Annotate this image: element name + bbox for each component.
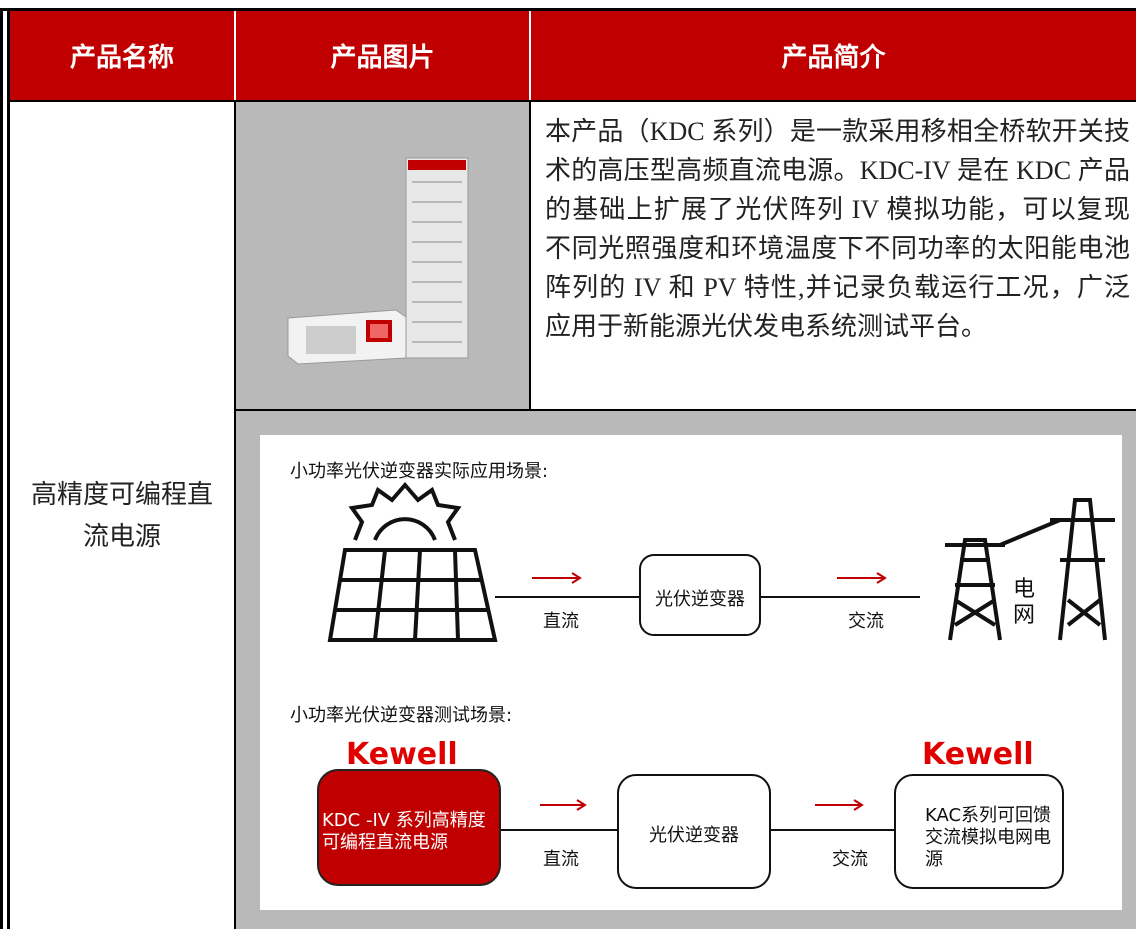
- product-name: 高精度可编程直流电源: [30, 479, 213, 551]
- border: [10, 100, 1136, 102]
- border: [529, 100, 531, 410]
- box-label: KAC系列可回馈交流模拟电网电源: [925, 805, 1052, 870]
- product-illustration: [287, 157, 469, 365]
- border: [236, 409, 1136, 411]
- flow-label: 直流: [543, 849, 579, 870]
- box-label: KDC -IV 系列高精度可编程直流电源: [322, 810, 486, 853]
- border: [0, 8, 1136, 11]
- box-label: 光伏逆变器: [655, 589, 745, 610]
- header-cell: 产品简介: [531, 11, 1136, 100]
- header-text: 产品简介: [781, 43, 886, 73]
- product-image: [236, 102, 529, 409]
- diagram-title: 小功率光伏逆变器实际应用场景:: [290, 461, 549, 482]
- grid-label: 电: [1013, 577, 1036, 602]
- flow-label: 交流: [832, 849, 868, 870]
- header-text: 产品图片: [330, 43, 435, 73]
- diagram-title: 小功率光伏逆变器测试场景:: [290, 705, 513, 726]
- diagram: 小功率光伏逆变器实际应用场景: 直流 光伏逆变器 交流 电 网 小功率光伏逆变器…: [260, 435, 1122, 910]
- brand-logo: Kewell: [922, 737, 1034, 772]
- header-text: 产品名称: [69, 43, 174, 73]
- border: [0, 8, 3, 929]
- header-cell: 产品图片: [236, 11, 529, 100]
- header-cell: 产品名称: [10, 11, 234, 100]
- grid-label: 网: [1013, 603, 1036, 628]
- box-label: 光伏逆变器: [649, 825, 739, 846]
- product-description: 本产品（KDC 系列）是一款采用移相全桥软开关技术的高压型高频直流电源。KDC-…: [545, 117, 1130, 341]
- flow-label: 交流: [848, 611, 884, 632]
- name-cell: 高精度可编程直流电源: [10, 102, 234, 929]
- flow-label: 直流: [543, 611, 579, 632]
- border: [234, 100, 236, 929]
- diagram-shapes: [317, 481, 1115, 889]
- brand-logo: Kewell: [346, 737, 458, 772]
- border: [7, 8, 10, 929]
